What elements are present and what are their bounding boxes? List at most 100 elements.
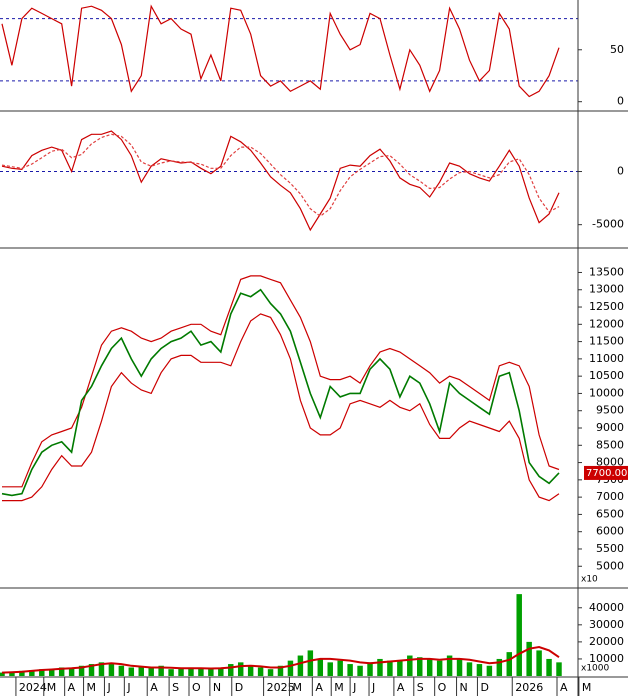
volume-bar <box>436 660 443 676</box>
volume-bar <box>486 665 493 676</box>
x-tick-label: J <box>352 681 356 694</box>
y-tick-label: 7000 <box>596 490 624 503</box>
x-tick-label: 2026 <box>515 681 543 694</box>
y-tick-label: 12000 <box>589 317 624 330</box>
volume-bar <box>218 667 224 676</box>
volume-bar <box>39 669 45 676</box>
volume-bar <box>297 655 304 676</box>
x-tick-label: D <box>235 681 243 694</box>
series-line <box>1 130 560 232</box>
volume-bar <box>0 672 5 676</box>
series-line <box>1 133 560 217</box>
x-tick-label: 2025 <box>267 681 295 694</box>
panel <box>0 4 578 98</box>
volume-bar <box>198 668 204 676</box>
y-tick-label: 8500 <box>596 438 624 451</box>
volume-bar <box>138 666 144 676</box>
series-line <box>2 275 560 488</box>
y-tick-label: 5500 <box>596 542 624 555</box>
x-tick-label: A <box>560 681 568 694</box>
volume-bar <box>546 658 552 676</box>
volume-bar <box>387 660 393 676</box>
y-tick-label: 12500 <box>589 300 624 313</box>
volume-bar <box>417 657 423 676</box>
volume-bar <box>118 665 125 676</box>
y-tick-label: 9000 <box>596 421 624 434</box>
volume-bar <box>78 665 85 676</box>
volume-bar <box>407 655 413 676</box>
x-tick-label: A <box>397 681 405 694</box>
y-tick-label: 6000 <box>596 525 624 538</box>
volume-bar <box>68 668 75 676</box>
volume-bar <box>426 658 433 676</box>
last-price-box <box>584 465 628 480</box>
axis-note: x10 <box>581 575 598 585</box>
volume-bar <box>98 662 105 676</box>
y-tick-label: 11500 <box>589 335 624 348</box>
volume-bar <box>466 662 473 676</box>
y-tick-label: 0 <box>617 165 624 178</box>
x-tick-label: A <box>150 681 158 694</box>
x-tick-label: M <box>47 681 57 694</box>
y-tick-label: 30000 <box>589 618 624 631</box>
volume-bar <box>446 655 453 676</box>
series-line <box>1 288 560 497</box>
volume-bar <box>228 664 234 676</box>
volume-bar <box>347 664 353 676</box>
volume-bar <box>516 594 522 676</box>
volume-bar <box>506 652 513 676</box>
x-tick-label: J <box>106 681 110 694</box>
x-tick-label: A <box>315 681 323 694</box>
y-tick-label: 13000 <box>589 283 624 296</box>
x-tick-label: O <box>192 681 201 694</box>
volume-bar <box>377 658 383 676</box>
x-tick-label: A <box>68 681 76 694</box>
volume-bar <box>287 660 294 676</box>
axis-note: x1000 <box>581 664 610 674</box>
x-tick-label: J <box>371 681 375 694</box>
x-tick-label: S <box>417 681 424 694</box>
volume-bar <box>237 662 244 676</box>
volume-bar <box>108 664 115 676</box>
y-tick-label: 20000 <box>589 635 624 648</box>
volume-bar <box>48 669 55 676</box>
volume-bar <box>327 662 333 676</box>
volume-bar <box>208 669 214 676</box>
y-tick-label: 0 <box>617 95 624 108</box>
volume-bar <box>267 669 274 676</box>
volume-bar <box>277 665 284 676</box>
volume-bar <box>168 669 174 676</box>
volume-bar <box>178 668 184 676</box>
series-line <box>1 4 560 98</box>
y-tick-label: 9500 <box>596 404 624 417</box>
volume-bar <box>148 667 154 676</box>
y-tick-label: 5000 <box>596 559 624 572</box>
volume-bar <box>476 664 483 676</box>
x-tick-label: 2024 <box>19 681 47 694</box>
series-line <box>2 313 560 502</box>
volume-bar <box>526 641 532 676</box>
last-price-label: 7700.00 <box>586 468 627 479</box>
volume-bar <box>88 664 95 676</box>
y-tick-label: 6500 <box>596 507 624 520</box>
volume-bar <box>188 667 194 676</box>
panel <box>0 130 578 232</box>
y-tick-label: -5000 <box>592 218 624 231</box>
x-tick-label: O <box>438 681 447 694</box>
y-tick-label: 13500 <box>589 265 624 278</box>
x-tick-label: M <box>87 681 97 694</box>
volume-bar <box>456 658 463 676</box>
volume-bar <box>397 660 403 676</box>
y-tick-label: 10500 <box>589 369 624 382</box>
panel <box>0 594 562 676</box>
volume-bar <box>158 665 164 676</box>
y-tick-label: 10000 <box>589 652 624 665</box>
volume-bar <box>357 665 363 676</box>
x-tick-label: S <box>172 681 179 694</box>
x-tick-label: M <box>334 681 344 694</box>
volume-bar <box>29 670 35 676</box>
volume-bar <box>58 667 65 676</box>
volume-bar <box>496 658 503 676</box>
y-tick-label: 10000 <box>589 386 624 399</box>
